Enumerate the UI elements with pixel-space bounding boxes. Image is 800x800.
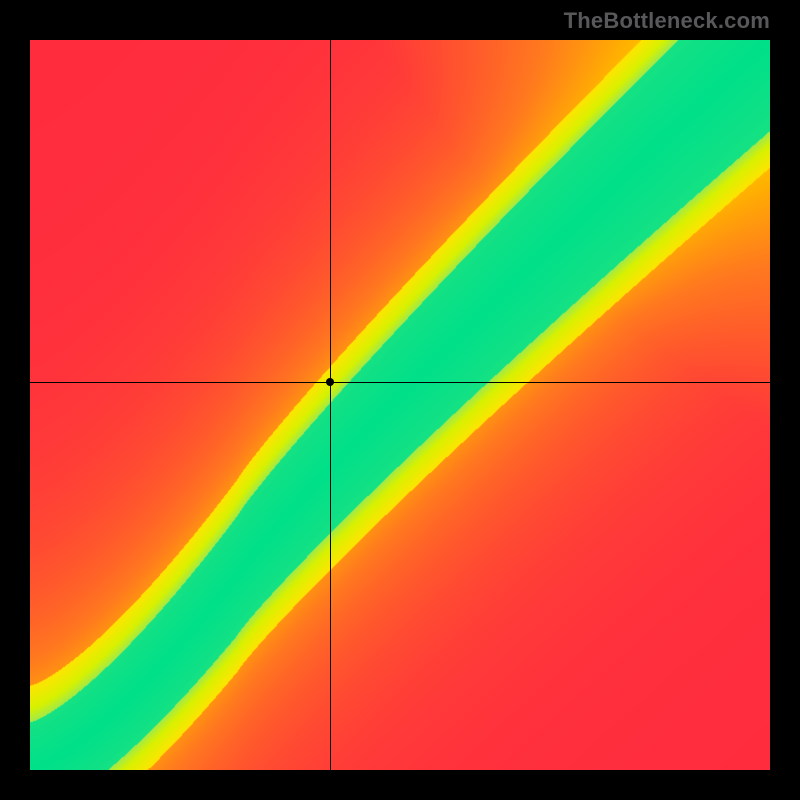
watermark-label: TheBottleneck.com (564, 8, 770, 34)
plot-area (30, 40, 770, 770)
frame-border-left (0, 0, 30, 800)
frame-border-bottom (0, 770, 800, 800)
bottleneck-heatmap (30, 40, 770, 770)
frame-border-right (770, 0, 800, 800)
